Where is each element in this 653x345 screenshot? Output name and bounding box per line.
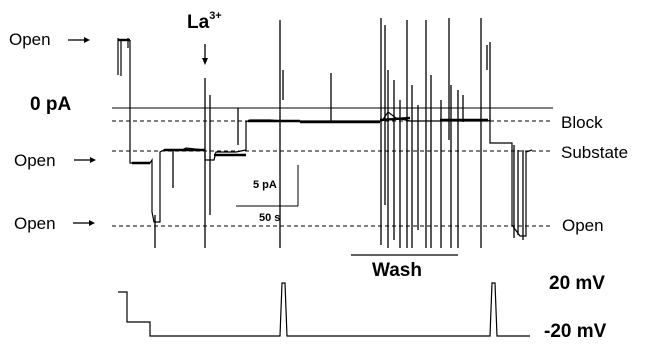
scale-current-label: 5 pA bbox=[253, 179, 277, 191]
trace-spikes bbox=[154, 18, 524, 248]
substate-label: Substate bbox=[561, 143, 628, 162]
open-label-bottom: Open bbox=[14, 214, 56, 233]
arrow-right-icon bbox=[74, 157, 96, 163]
scale-bar bbox=[236, 165, 299, 207]
current-trace bbox=[117, 38, 533, 237]
zero-current-label: 0 pA bbox=[30, 94, 71, 115]
open-label-top: Open bbox=[9, 30, 51, 49]
arrow-down-icon bbox=[202, 44, 208, 65]
open-label-right: Open bbox=[562, 216, 604, 235]
arrow-right-icon bbox=[68, 37, 90, 43]
wash-label: Wash bbox=[372, 260, 422, 281]
scale-time-label: 50 s bbox=[259, 212, 280, 224]
voltage-low-label: -20 mV bbox=[544, 321, 607, 342]
lanthanum-label: La3+ bbox=[187, 10, 222, 33]
voltage-protocol-trace bbox=[118, 282, 530, 337]
block-label: Block bbox=[561, 113, 603, 132]
voltage-high-label: 20 mV bbox=[549, 273, 605, 294]
arrow-right-icon bbox=[73, 220, 95, 226]
open-label-mid: Open bbox=[14, 151, 56, 170]
